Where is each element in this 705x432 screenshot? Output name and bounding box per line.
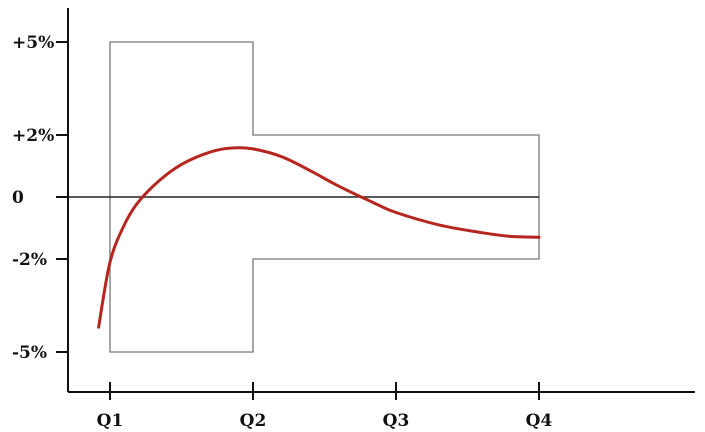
- y-tick-label: +5%: [12, 33, 54, 53]
- y-axis-ticks: +5% +2% 0 -2% -5%: [12, 33, 68, 363]
- y-tick-label: -2%: [12, 250, 47, 270]
- tolerance-band: [109, 41, 540, 353]
- series-layer: [97, 146, 541, 329]
- axes: [67, 8, 695, 393]
- x-tick-label: Q2: [240, 411, 267, 431]
- tolerance-band-outline: [109, 41, 540, 353]
- x-tick-label: Q4: [526, 411, 553, 431]
- x-tick-label: Q3: [383, 411, 410, 431]
- x-tick-label: Q1: [97, 411, 124, 431]
- series-line: [97, 146, 541, 329]
- y-tick-label: -5%: [12, 343, 47, 363]
- x-axis-ticks: Q1 Q2 Q3 Q4: [97, 382, 553, 431]
- y-tick-label: +2%: [12, 126, 54, 146]
- y-tick-label: 0: [12, 188, 24, 208]
